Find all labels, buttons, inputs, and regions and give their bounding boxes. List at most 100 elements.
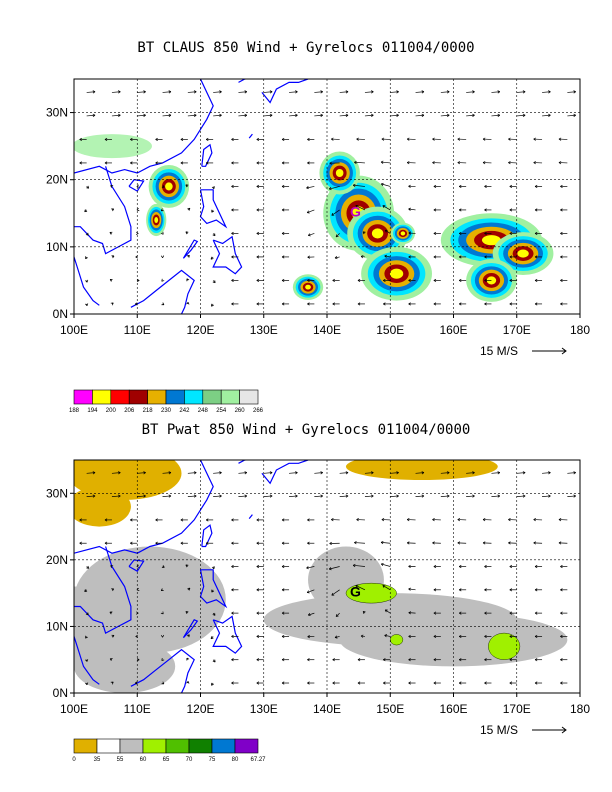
colorbar-label: 55 [117,757,124,763]
cloud-shading [440,213,543,267]
wind-vector [143,90,146,94]
wind-vector [345,471,349,475]
wind-vector [332,278,335,283]
wind-vector [331,209,340,216]
wind-vector [458,588,462,592]
colorbar-label: 200 [106,408,117,414]
cloud-shading [466,258,517,302]
wind-vector [534,255,538,259]
wind-vector [186,278,189,281]
wind-vector [345,113,349,117]
wind-vector [396,90,399,94]
coastline [201,143,213,167]
wind-vector [161,302,165,306]
wind-vector [111,472,121,474]
wind-vector [307,137,310,142]
wind-vector [484,184,487,189]
wind-vector [433,658,437,662]
wind-vector [84,209,88,213]
wind-vector [187,114,197,117]
wind-vector [408,231,412,235]
lon-tick-label: 150E [376,702,404,716]
coastline [74,606,100,685]
wind-vector [560,302,563,306]
wind-vector [205,161,209,165]
wind-vector [484,634,487,639]
wind-vector [212,280,216,284]
wind-vector [86,612,89,616]
wind-vector [491,472,500,474]
cloud-shading [398,229,408,238]
cloud-shading [155,172,183,201]
wind-vector [320,494,323,498]
wind-vector [339,114,349,117]
wind-vector [210,636,214,639]
wind-vector [390,495,399,497]
wind-vector [357,681,361,685]
wind-vector [109,611,113,614]
colorbar-label: 70 [186,757,193,763]
coastline [248,133,253,139]
wind-vector [472,471,475,475]
wind-vector [384,609,388,613]
wind-vector [482,541,486,545]
wind-vector [457,541,461,545]
wind-vector [289,91,298,93]
wind-vector [533,518,537,522]
cloud-shading [326,158,353,188]
wind-vector [256,137,260,142]
wind-vector [231,137,234,142]
coastline [248,514,253,519]
wind-vector [161,280,163,282]
wind-vector [231,184,234,189]
wind-vector [212,233,216,236]
wind-vector [213,495,222,497]
wind-vector [92,113,96,117]
wind-vector [334,636,340,638]
cloud-shading [371,228,384,239]
coastline [74,79,214,174]
wind-vector [86,565,90,569]
wind-vector [143,471,146,475]
wind-vector [509,255,513,259]
wind-vector [306,566,315,569]
wind-vector [160,208,164,212]
wind-vector [231,255,234,259]
wind-vector [509,611,513,615]
wind-vector [193,90,197,94]
cloud-shading [474,230,509,250]
wind-vector [186,278,190,282]
wind-vector [231,518,234,522]
coastline [74,546,132,634]
wind-vector [408,611,412,615]
cloud-shading [503,239,543,268]
wind-vector [111,302,114,305]
wind-vector [85,256,87,259]
wind-vector [497,471,501,475]
wind-vector [306,210,310,214]
lon-tick-label: 150E [376,323,404,337]
wind-vector [281,302,285,306]
coastline [128,559,145,573]
wind-vector [160,634,165,638]
wind-vector [231,588,234,592]
cloud-shading [74,134,152,159]
cloud-shading [390,222,416,245]
wind-vector [560,564,563,569]
wind-vector [364,495,374,497]
wind-vector [111,635,115,637]
cloud-shading [300,280,316,294]
wind-vector [85,682,89,686]
cloud-shading [367,224,389,243]
wind-vector [281,681,285,685]
wind-vector [534,278,538,283]
coastline [199,189,228,229]
wind-vector [187,634,190,637]
wind-vector [295,471,298,475]
wind-vector [458,681,462,685]
wind-vector [560,255,563,259]
wind-vector [244,90,248,94]
wind-vector [484,588,487,592]
lon-tick-label: 140E [313,323,341,337]
wind-vector [187,207,191,211]
